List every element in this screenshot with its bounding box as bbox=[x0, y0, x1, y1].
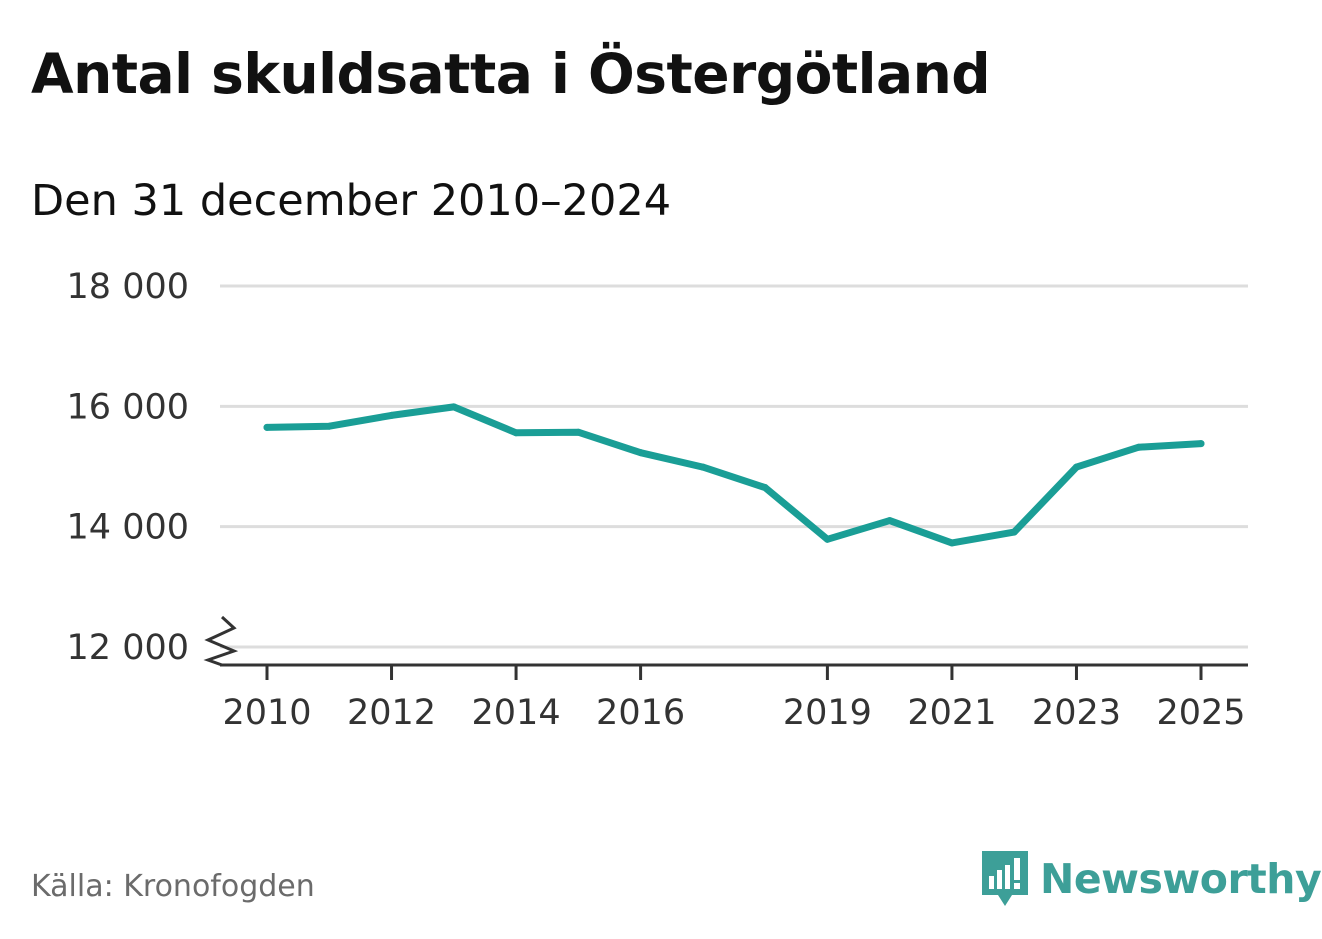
y-tick-label: 18 000 bbox=[67, 267, 189, 307]
data-point-2010 bbox=[263, 423, 271, 431]
data-point-2017 bbox=[699, 463, 707, 471]
x-tick-label: 2014 bbox=[472, 693, 561, 733]
x-tick-label: 2025 bbox=[1156, 693, 1245, 733]
chart-title: Antal skuldsatta i Östergötland bbox=[31, 42, 991, 106]
data-point-2018 bbox=[761, 484, 769, 492]
data-point-2024 bbox=[1135, 443, 1143, 451]
data-point-2021 bbox=[948, 539, 956, 547]
x-tick-label: 2019 bbox=[783, 693, 872, 733]
x-tick-label: 2010 bbox=[222, 693, 311, 733]
axis-break-icon bbox=[203, 615, 239, 667]
series-line bbox=[263, 403, 1205, 547]
x-tick-label: 2021 bbox=[907, 693, 996, 733]
x-tick-label: 2012 bbox=[347, 693, 436, 733]
data-point-2023 bbox=[1072, 463, 1080, 471]
x-tick-label: 2016 bbox=[596, 693, 685, 733]
source-note: Källa: Kronofogden bbox=[31, 869, 315, 904]
data-point-2011 bbox=[325, 422, 333, 430]
brand-name: Newsworthy bbox=[1040, 855, 1322, 903]
y-tick-label: 12 000 bbox=[67, 628, 189, 668]
data-point-2022 bbox=[1010, 528, 1018, 536]
data-point-2025 bbox=[1197, 440, 1205, 448]
x-tick-label: 2023 bbox=[1032, 693, 1121, 733]
newsworthy-logo-icon bbox=[982, 851, 1028, 906]
data-point-2013 bbox=[450, 403, 458, 411]
brand-logo: Newsworthy bbox=[980, 848, 1322, 910]
data-point-2020 bbox=[886, 517, 894, 525]
data-point-2012 bbox=[388, 411, 396, 419]
data-point-2014 bbox=[512, 429, 520, 437]
chart-subtitle: Den 31 december 2010–2024 bbox=[31, 176, 672, 226]
y-tick-label: 16 000 bbox=[67, 387, 189, 427]
data-point-2019 bbox=[823, 535, 831, 543]
data-point-2016 bbox=[637, 449, 645, 457]
data-point-2015 bbox=[574, 428, 582, 436]
y-tick-label: 14 000 bbox=[67, 508, 189, 548]
